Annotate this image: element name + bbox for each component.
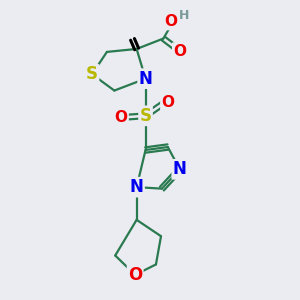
Text: N: N [130, 178, 144, 196]
Text: S: S [86, 65, 98, 83]
Text: O: O [128, 266, 142, 284]
Text: O: O [161, 95, 174, 110]
Text: N: N [173, 160, 187, 178]
Text: H: H [178, 9, 189, 22]
Text: O: O [115, 110, 128, 125]
Text: S: S [140, 107, 152, 125]
Text: N: N [139, 70, 152, 88]
Text: O: O [173, 44, 186, 59]
Text: O: O [164, 14, 177, 29]
